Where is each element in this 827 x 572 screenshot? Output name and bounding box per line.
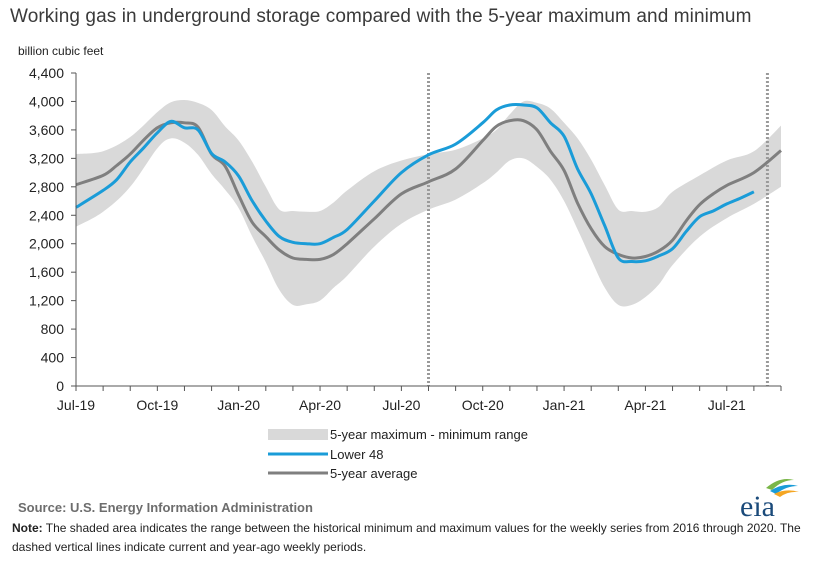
logo-swoosh-blue <box>770 484 798 494</box>
y-tick-label: 4,000 <box>29 93 64 109</box>
note-label: Note: <box>12 521 43 535</box>
series-line-average <box>75 118 782 262</box>
y-tick-label: 1,200 <box>29 293 64 309</box>
y-tick-label: 2,800 <box>29 179 64 195</box>
y-tick-label: 2,000 <box>29 236 64 252</box>
logo-swoosh-green <box>766 479 794 490</box>
y-tick-label: 1,600 <box>29 264 64 280</box>
x-tick-label: Oct-19 <box>136 397 178 413</box>
note-text: Note: The shaded area indicates the rang… <box>12 519 812 557</box>
y-tick-label: 4,400 <box>29 65 64 81</box>
x-tick-label: Oct-20 <box>462 397 504 413</box>
y-axis-unit-label: billion cubic feet <box>18 44 104 58</box>
logo-swoosh-orange <box>774 490 799 497</box>
x-tick-label: Apr-20 <box>299 397 341 413</box>
y-tick-label: 400 <box>41 350 65 366</box>
x-tick-label: Jan-21 <box>543 397 586 413</box>
chart-title: Working gas in underground storage compa… <box>10 6 752 27</box>
x-tick-label: Jul-21 <box>708 397 746 413</box>
y-tick-label: 800 <box>41 321 65 337</box>
legend-label-range: 5-year maximum - minimum range <box>330 427 528 442</box>
plot-area <box>75 73 782 386</box>
y-tick-label: 3,600 <box>29 122 64 138</box>
axes: 0 400 800 1,200 1,600 2,000 2,400 2,800 3,200 3,6… <box>29 65 782 413</box>
x-tick-label: Jul-19 <box>57 397 95 413</box>
series-line-lower48 <box>75 103 755 264</box>
y-tick-label: 2,400 <box>29 207 64 223</box>
legend-label-lower48: Lower 48 <box>330 447 383 462</box>
x-tick-label: Jan-20 <box>217 397 260 413</box>
y-tick-label: 0 <box>56 378 64 394</box>
legend-swatch-range <box>268 429 328 440</box>
note-body: The shaded area indicates the range betw… <box>12 521 801 554</box>
range-band <box>76 99 781 307</box>
legend-label-average: 5-year average <box>330 466 417 481</box>
y-tick-label: 3,200 <box>29 150 64 166</box>
chart: billion cubic feet 0 400 800 1,200 1,600 2,00… <box>18 44 782 481</box>
eia-logo: eia <box>740 479 799 522</box>
legend: 5-year maximum - minimum range Lower 48 … <box>268 427 528 481</box>
logo-wordmark: eia <box>740 490 775 522</box>
source-text: Source: U.S. Energy Information Administ… <box>18 500 313 515</box>
x-tick-label: Jul-20 <box>382 397 420 413</box>
x-tick-label: Apr-21 <box>624 397 666 413</box>
